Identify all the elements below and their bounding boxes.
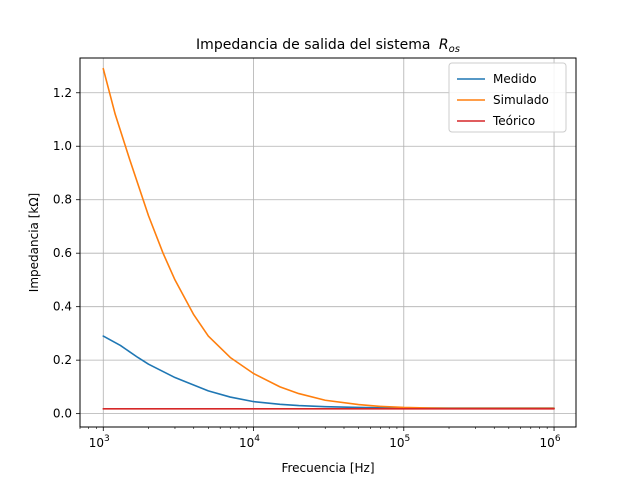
grid	[80, 58, 576, 427]
x-tick-label: 105	[389, 434, 410, 450]
chart-title: Impedancia de salida del sistema Ros	[196, 37, 460, 55]
y-axis-label: Impedancia [kΩ]	[27, 193, 41, 292]
y-tick-label: 0.8	[53, 193, 72, 207]
y-tick-label: 0.4	[53, 300, 72, 314]
legend-label: Medido	[493, 72, 537, 86]
x-tick-label: 104	[239, 434, 260, 450]
x-axis-ticks: 103 104 105 106	[79, 427, 561, 450]
x-tick-label: 103	[89, 434, 110, 450]
plot-frame	[79, 57, 577, 428]
legend-label: Teórico	[492, 114, 535, 128]
y-tick-label: 1.0	[53, 139, 72, 153]
legend-label: Simulado	[493, 93, 549, 107]
y-axis-ticks: 0.0 0.2 0.4 0.6 0.8 1.0 1.2	[53, 86, 80, 421]
y-tick-label: 0.0	[53, 407, 72, 421]
x-axis-label: Frecuencia [Hz]	[281, 461, 374, 475]
y-tick-label: 0.2	[53, 353, 72, 367]
series-line-medido	[102, 335, 555, 409]
y-tick-label: 0.6	[53, 246, 72, 260]
title-math: R	[439, 37, 449, 53]
plot-lines	[102, 67, 555, 410]
x-tick-label: 106	[540, 434, 561, 450]
legend-box	[448, 62, 567, 133]
title-math-sub: os	[449, 44, 460, 55]
legend: Medido Simulado Teórico	[448, 62, 567, 133]
y-tick-label: 1.2	[53, 86, 72, 100]
